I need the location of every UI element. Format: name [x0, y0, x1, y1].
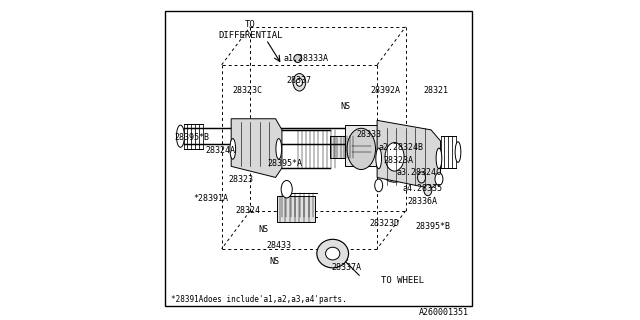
Ellipse shape — [326, 247, 340, 260]
Text: 28323A: 28323A — [383, 156, 413, 164]
Text: 28395*B: 28395*B — [174, 133, 209, 142]
Text: NS: NS — [258, 225, 268, 234]
Ellipse shape — [435, 173, 443, 185]
Ellipse shape — [317, 239, 349, 268]
Text: 28323D: 28323D — [369, 219, 399, 228]
Polygon shape — [231, 119, 282, 178]
Ellipse shape — [230, 139, 236, 159]
Text: *28391A: *28391A — [193, 194, 228, 203]
Text: a2.28324B: a2.28324B — [379, 143, 424, 152]
Text: a4.28335: a4.28335 — [403, 184, 442, 193]
Ellipse shape — [379, 135, 410, 179]
Ellipse shape — [294, 54, 301, 62]
Ellipse shape — [424, 185, 432, 196]
Ellipse shape — [417, 172, 426, 183]
Text: 28336A: 28336A — [407, 197, 437, 206]
Text: TO WHEEL: TO WHEEL — [381, 276, 424, 285]
Text: 28395*A: 28395*A — [268, 159, 303, 168]
Text: 28323: 28323 — [228, 174, 253, 184]
Ellipse shape — [293, 74, 306, 91]
Ellipse shape — [376, 132, 413, 182]
Ellipse shape — [276, 139, 282, 159]
Text: 28323C: 28323C — [233, 86, 263, 95]
Text: A260001351: A260001351 — [419, 308, 469, 317]
Bar — [330, 136, 356, 158]
Text: *28391Adoes include'a1,a2,a3,a4'parts.: *28391Adoes include'a1,a2,a3,a4'parts. — [171, 295, 347, 304]
Text: 28337: 28337 — [287, 76, 312, 85]
Text: TO
DIFFERENTIAL: TO DIFFERENTIAL — [218, 20, 282, 40]
Text: a3.28324C: a3.28324C — [396, 168, 441, 177]
Bar — [346, 125, 377, 166]
Text: NS: NS — [340, 101, 351, 111]
Text: 28321: 28321 — [423, 86, 448, 95]
Ellipse shape — [385, 142, 404, 171]
Text: 28392A: 28392A — [371, 86, 401, 95]
Ellipse shape — [347, 128, 376, 170]
Polygon shape — [377, 120, 440, 188]
Text: a1.28333A: a1.28333A — [284, 54, 328, 63]
Bar — [277, 196, 316, 222]
Text: 28324A: 28324A — [206, 146, 236, 155]
Ellipse shape — [296, 78, 303, 86]
Text: 28333: 28333 — [356, 130, 381, 139]
Ellipse shape — [281, 180, 292, 198]
Ellipse shape — [375, 179, 383, 192]
Text: 28433: 28433 — [266, 241, 291, 250]
Ellipse shape — [177, 125, 184, 147]
Ellipse shape — [455, 142, 461, 162]
Text: 28337A: 28337A — [331, 263, 361, 272]
Text: 28395*B: 28395*B — [415, 222, 450, 231]
Ellipse shape — [436, 148, 442, 169]
Text: NS: NS — [269, 257, 279, 266]
Text: 28324: 28324 — [236, 206, 261, 215]
Ellipse shape — [376, 148, 381, 169]
